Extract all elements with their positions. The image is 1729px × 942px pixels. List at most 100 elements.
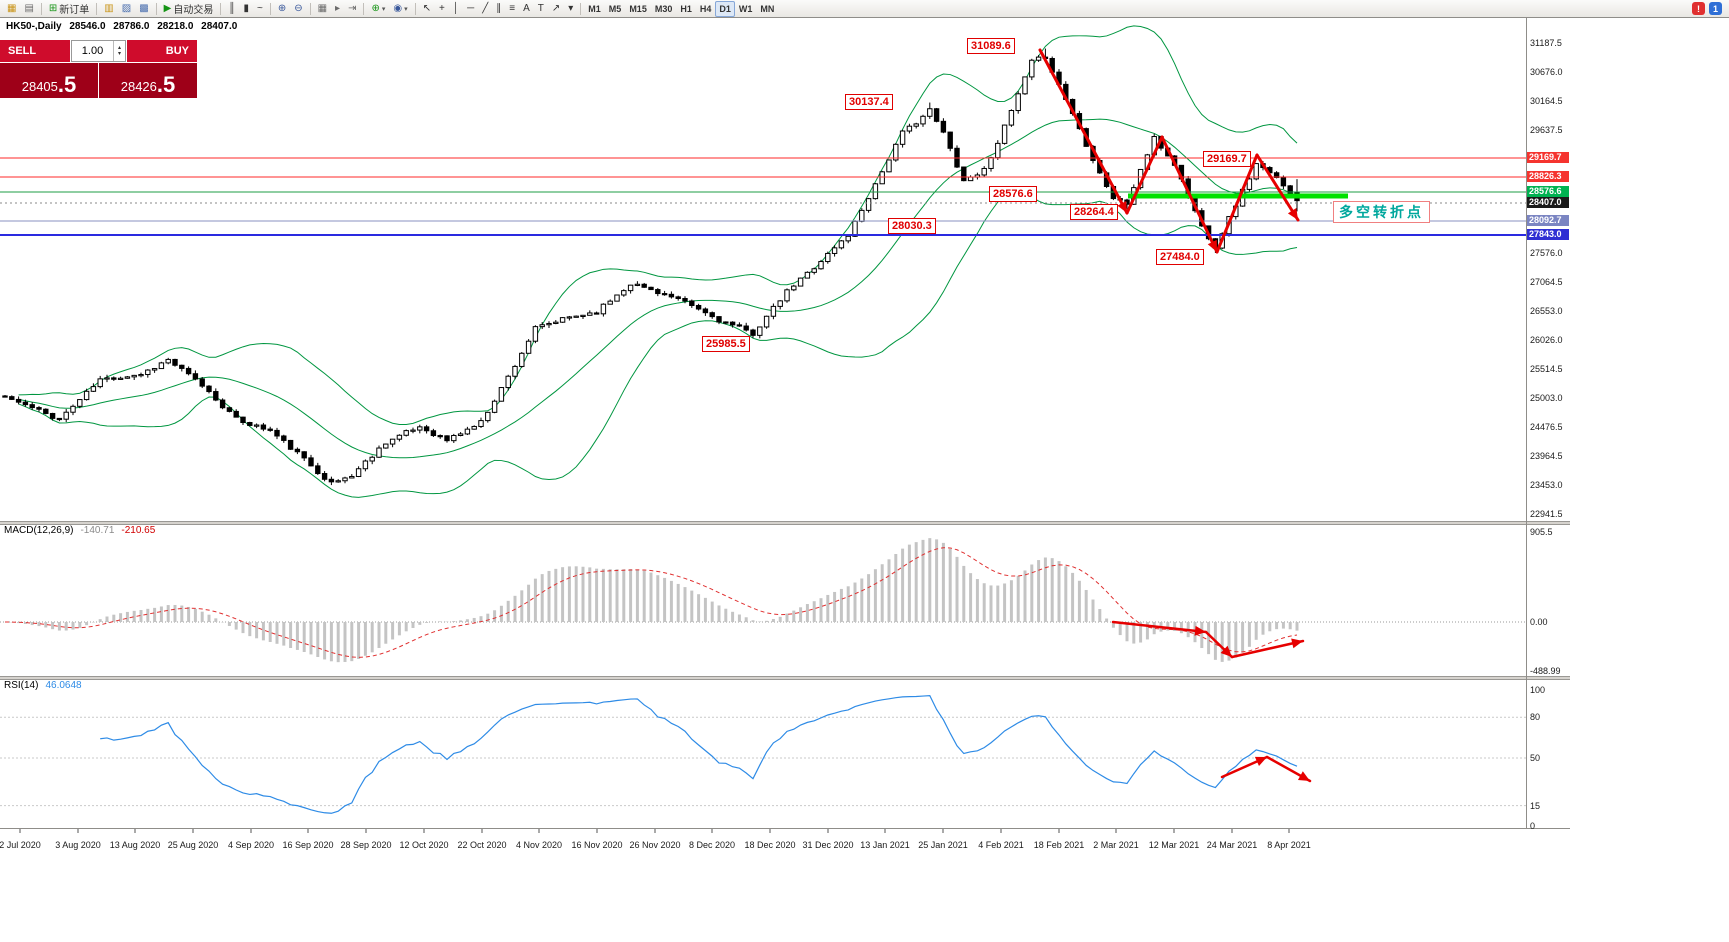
price-axis-border[interactable] <box>1526 18 1527 828</box>
label-icon[interactable]: T <box>534 1 548 17</box>
date-axis-label: 2 Jul 2020 <box>0 840 41 850</box>
spinner-up-icon[interactable]: ▴ <box>117 45 121 51</box>
tf-h4-label: H4 <box>699 3 712 14</box>
vertical-line-icon-glyph: │ <box>452 2 460 14</box>
sell-button[interactable]: SELL <box>0 40 70 62</box>
tf-m1[interactable]: M1 <box>584 1 605 17</box>
notification-icon[interactable]: 1 <box>1709 2 1722 15</box>
trendline-icon[interactable]: ╱ <box>478 1 492 17</box>
horizontal-line-icon[interactable]: ─ <box>463 1 478 17</box>
tf-w1[interactable]: W1 <box>735 1 757 17</box>
turning-point-note[interactable]: 多空转折点 <box>1333 201 1430 223</box>
tile-windows-icon[interactable]: ▦ <box>314 1 331 17</box>
macd-axis-label: 905.5 <box>1530 527 1553 537</box>
cursor-icon[interactable]: ↖ <box>419 1 435 17</box>
bar-chart-icon[interactable]: ║ <box>224 1 239 17</box>
volume-value[interactable]: 1.00 <box>81 45 104 57</box>
price-axis-label: 24476.5 <box>1530 422 1563 432</box>
channel-icon[interactable]: ∥ <box>492 1 505 17</box>
profiles-icon[interactable]: ▤ <box>20 1 37 17</box>
volume-spinner[interactable]: ▴ ▾ <box>113 41 125 61</box>
price-annotation[interactable]: 25985.5 <box>702 336 750 352</box>
caret-down-icon: ▾ <box>404 5 408 13</box>
tf-h1[interactable]: H1 <box>676 1 696 17</box>
date-axis-border[interactable] <box>0 828 1570 829</box>
macd-indicator-label: MACD(12,26,9) -140.71 -210.65 <box>4 525 155 536</box>
bollinger-middle-band <box>18 118 1298 459</box>
toolbar-separator <box>220 2 222 15</box>
date-axis-label: 2 Mar 2021 <box>1093 840 1139 850</box>
vertical-line-icon[interactable]: │ <box>449 1 463 17</box>
price-annotation[interactable]: 31089.6 <box>967 38 1015 54</box>
sell-price[interactable]: 28405.5 <box>0 63 98 98</box>
chart-shift-icon-glyph: ⇥ <box>348 2 357 14</box>
macd-panel <box>0 538 1526 663</box>
macd-signal-value: -210.65 <box>121 525 156 536</box>
arrows-icon-glyph: ↗ <box>551 2 561 14</box>
auto-scroll-icon[interactable]: ▸ <box>331 1 344 17</box>
price-annotation[interactable]: 28576.6 <box>989 186 1037 202</box>
buy-button[interactable]: BUY <box>127 40 197 62</box>
cursor-icon-glyph: ↖ <box>422 2 432 14</box>
price-annotation[interactable]: 30137.4 <box>845 94 893 110</box>
price-axis-label: 23964.5 <box>1530 451 1563 461</box>
zoom-in-icon[interactable]: ⊕ <box>274 1 290 17</box>
buy-price-int: 28426 <box>120 79 157 94</box>
price-axis-label: 30676.0 <box>1530 67 1563 77</box>
tf-m5[interactable]: M5 <box>605 1 626 17</box>
tf-mn[interactable]: MN <box>756 1 778 17</box>
volume-field[interactable]: 1.00 ▴ ▾ <box>71 40 126 62</box>
chart-canvas[interactable] <box>0 0 1729 870</box>
navigator-icon-glyph: ▨ <box>121 2 132 14</box>
zoom-out-icon[interactable]: ⊖ <box>290 1 306 17</box>
new-order-button[interactable]: ⊞ 新订单 <box>45 1 93 17</box>
sell-price-frac: .5 <box>57 72 77 97</box>
navigator-icon[interactable]: ▨ <box>118 1 135 17</box>
tf-m15[interactable]: M15 <box>625 1 651 17</box>
panel-splitter[interactable] <box>0 676 1570 680</box>
line-chart-icon[interactable]: ~ <box>253 1 267 17</box>
spinner-down-icon[interactable]: ▾ <box>117 51 121 57</box>
tf-d1[interactable]: D1 <box>715 0 735 17</box>
price-axis-label: 26553.0 <box>1530 306 1563 316</box>
caret-down-icon: ▾ <box>381 5 386 13</box>
market-watch-icon[interactable]: ▥ <box>100 1 117 17</box>
toolbar-separator <box>580 2 582 15</box>
date-axis-label: 28 Sep 2020 <box>340 840 392 850</box>
rsi-axis-label: 80 <box>1530 712 1541 722</box>
fibonacci-icon[interactable]: ≡ <box>505 1 519 17</box>
terminal-icon[interactable]: ▩ <box>135 1 152 17</box>
drawing-more-dropdown[interactable]: ▾ <box>564 1 577 17</box>
rsi-panel <box>0 695 1526 814</box>
price-annotation[interactable]: 29169.7 <box>1203 151 1251 167</box>
channel-icon-glyph: ∥ <box>496 2 502 14</box>
price-annotation[interactable]: 28264.4 <box>1070 204 1118 220</box>
new-chart-icon[interactable]: ▦ <box>3 1 20 17</box>
arrows-icon[interactable]: ↗ <box>548 1 564 17</box>
new-chart-icon-glyph: ▦ <box>7 2 17 14</box>
crosshair-icon[interactable]: + <box>435 1 449 17</box>
buy-price-frac: .5 <box>156 72 176 97</box>
tf-m30[interactable]: M30 <box>651 1 677 17</box>
price-annotation[interactable]: 27484.0 <box>1156 249 1204 265</box>
toolbar-separator <box>40 2 42 15</box>
candlestick-chart-icon-glyph: ▮ <box>243 2 249 14</box>
chart-shift-icon[interactable]: ⇥ <box>344 1 360 17</box>
date-axis-label: 4 Feb 2021 <box>978 840 1024 850</box>
candlestick-chart-icon[interactable]: ▮ <box>239 1 253 17</box>
indicators-button[interactable]: ⊕ ▾ <box>367 1 389 17</box>
tf-d1-label: D1 <box>719 3 731 14</box>
text-icon[interactable]: A <box>519 1 534 17</box>
trend-arrows[interactable] <box>1038 48 1312 783</box>
panel-splitter[interactable] <box>0 521 1570 525</box>
date-axis-label: 4 Sep 2020 <box>227 840 275 850</box>
toolbar-separator <box>155 2 157 15</box>
autotrading-button[interactable]: ▶ 自动交易 <box>160 1 218 17</box>
date-axis-label: 4 Nov 2020 <box>515 840 563 850</box>
alert-icon[interactable]: ! <box>1692 2 1705 15</box>
tf-h4[interactable]: H4 <box>696 1 716 17</box>
buy-price[interactable]: 28426.5 <box>99 63 197 98</box>
tf-w1-label: W1 <box>738 3 753 14</box>
objects-button[interactable]: ◉ ▾ <box>389 1 411 17</box>
price-annotation[interactable]: 28030.3 <box>888 218 936 234</box>
